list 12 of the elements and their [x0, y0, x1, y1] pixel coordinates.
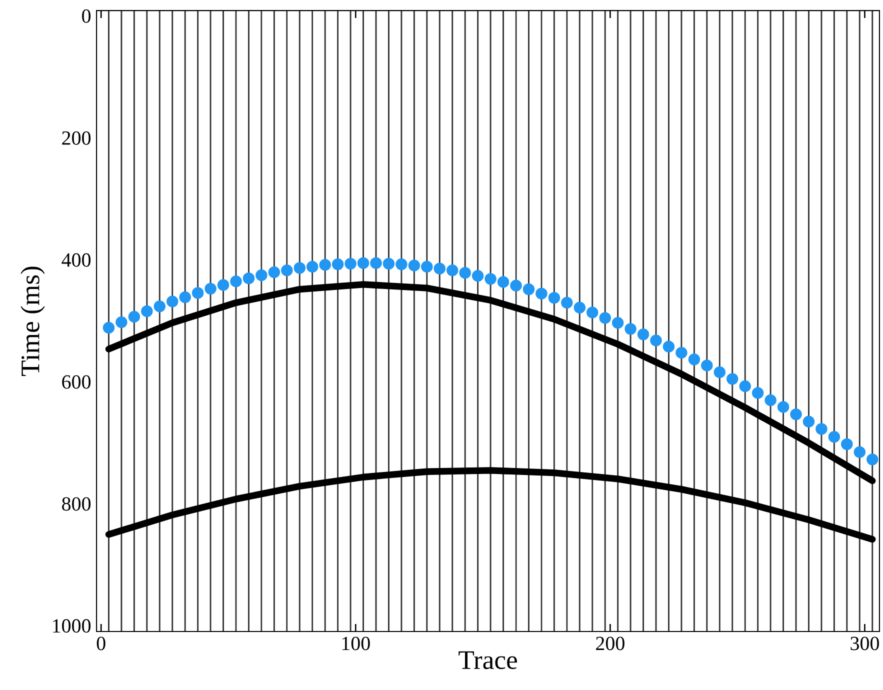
- x-tick-label: 300: [850, 636, 879, 650]
- y-tick-label: 0: [82, 9, 91, 23]
- y-tick-label: 600: [62, 375, 91, 389]
- y-axis-title: Time (ms): [20, 266, 45, 376]
- y-tick-label: 400: [62, 253, 91, 267]
- x-tick-label: 200: [596, 636, 624, 650]
- y-tick-label: 200: [62, 131, 91, 145]
- y-tick-label: 800: [62, 497, 91, 511]
- x-axis-title: Trace: [458, 651, 517, 670]
- x-tick-label: 0: [96, 636, 106, 650]
- x-tick-label: 100: [342, 636, 370, 650]
- y-tick-label: 1000: [53, 619, 91, 633]
